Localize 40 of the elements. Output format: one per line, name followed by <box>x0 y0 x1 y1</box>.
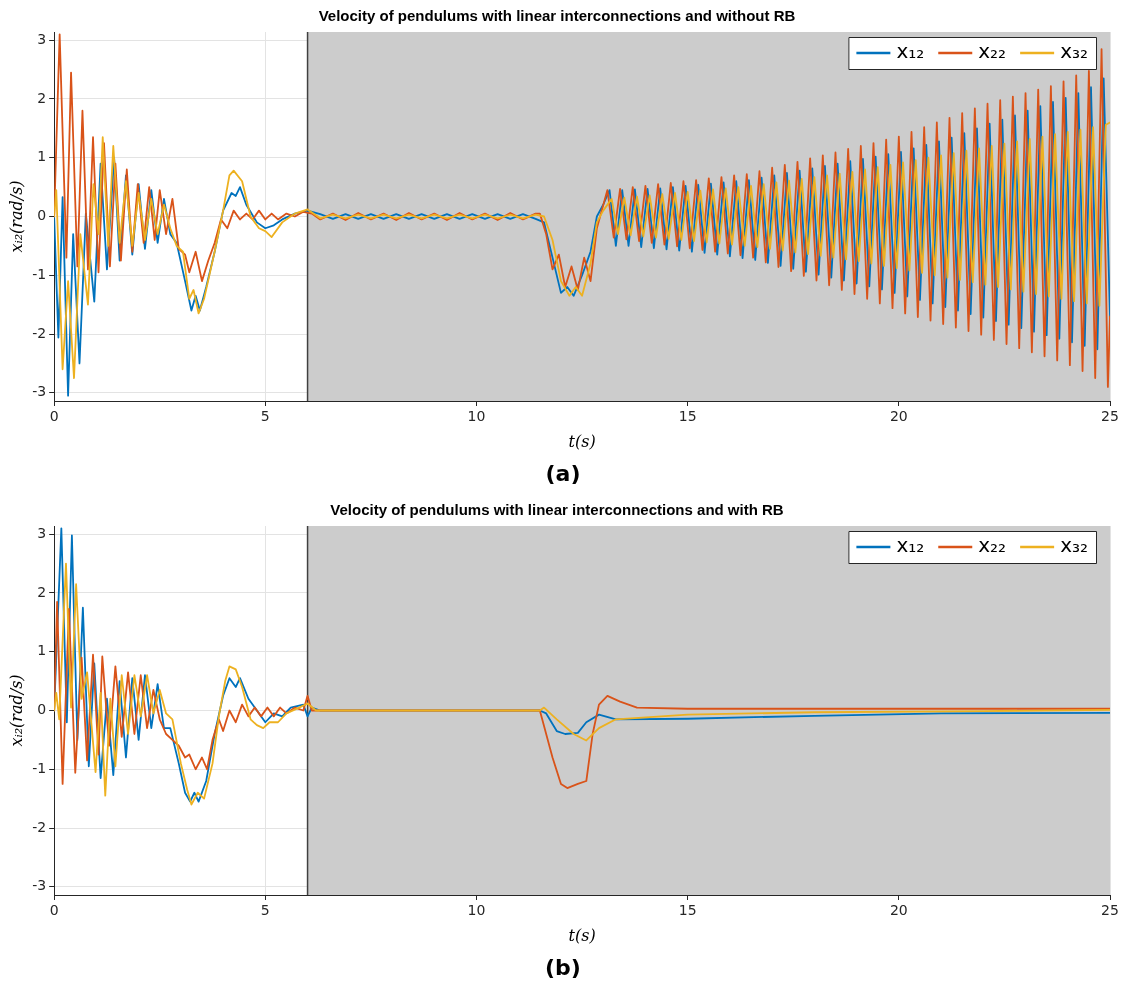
legend-label: x₃₂ <box>1060 533 1088 558</box>
y-tick-label: -3 <box>32 383 47 400</box>
legend-label: x₂₂ <box>978 39 1007 64</box>
y-axis-title: xᵢ₂(rad/s) <box>6 180 26 253</box>
x-tick-label: 5 <box>260 408 270 425</box>
y-tick-label: 1 <box>37 642 47 659</box>
x-tick-label: 15 <box>678 902 697 919</box>
y-tick-label: -2 <box>32 818 47 835</box>
chart-title: Velocity of pendulums with linear interconnections and without RB <box>318 7 796 25</box>
y-tick-label: 2 <box>37 583 47 600</box>
y-tick-label: 0 <box>37 701 47 718</box>
chart-title: Velocity of pendulums with linear interconnections and with RB <box>330 501 784 519</box>
y-tick-label: 2 <box>37 89 47 106</box>
legend-label: x₁₂ <box>896 533 925 558</box>
x-tick-label: 10 <box>467 902 486 919</box>
y-tick-label: -1 <box>32 759 47 776</box>
x-tick-label: 10 <box>467 408 486 425</box>
x-tick-label: 25 <box>1101 902 1119 919</box>
x-tick-label: 0 <box>49 408 59 425</box>
legend-label: x₂₂ <box>978 533 1007 558</box>
x-tick-label: 15 <box>678 408 697 425</box>
y-tick-label: -2 <box>32 324 47 341</box>
y-tick-label: 3 <box>37 30 47 47</box>
text: (b) <box>544 954 582 982</box>
x-axis-title: t(s) <box>568 925 596 945</box>
x-tick-label: 5 <box>260 902 270 919</box>
text: (a) <box>544 460 582 488</box>
x-tick-label: 20 <box>889 408 908 425</box>
y-tick-label: -1 <box>32 265 47 282</box>
y-tick-label: -3 <box>32 877 47 894</box>
y-axis-title: xᵢ₂(rad/s) <box>6 674 26 747</box>
y-tick-label: 1 <box>37 148 47 165</box>
legend-label: x₃₂ <box>1060 39 1088 64</box>
x-tick-label: 0 <box>49 902 59 919</box>
y-tick-label: 0 <box>37 207 47 224</box>
y-tick-label: 3 <box>37 524 47 541</box>
x-tick-label: 25 <box>1101 408 1119 425</box>
legend-label: x₁₂ <box>896 39 925 64</box>
x-tick-label: 20 <box>889 902 908 919</box>
x-axis-title: t(s) <box>568 431 596 451</box>
